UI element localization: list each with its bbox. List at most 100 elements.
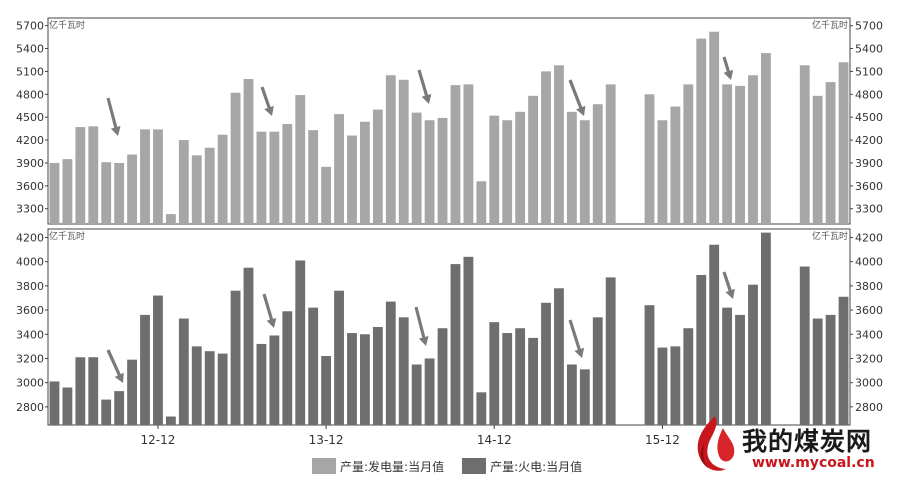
- bar-gen: [334, 114, 344, 224]
- bar-gen: [230, 92, 241, 225]
- bar-thermal: [644, 305, 655, 425]
- bar-gen: [217, 134, 228, 224]
- bar-gen: [165, 214, 176, 224]
- unit-label-left-thermal: 亿千瓦时: [49, 230, 85, 242]
- ytick-label-left-gen: 4500: [16, 111, 44, 124]
- ytick-label-left-gen: 5100: [16, 65, 44, 78]
- bar-thermal: [282, 311, 293, 425]
- bar-gen: [269, 131, 280, 224]
- ytick-label-left-thermal: 3600: [16, 304, 44, 317]
- unit-label-right-thermal: 亿千瓦时: [812, 230, 848, 242]
- bar-gen: [178, 140, 189, 224]
- bar-gen: [398, 79, 409, 224]
- ytick-label-right-thermal: 3800: [855, 280, 883, 293]
- bar-gen: [566, 111, 577, 224]
- bar-thermal: [592, 317, 603, 425]
- xtick-label: 12-12: [141, 433, 176, 447]
- dip-arrow-icon: [568, 319, 585, 358]
- ytick-label-right-gen: 4500: [855, 111, 883, 124]
- ytick-label-right-gen: 4800: [855, 88, 883, 101]
- bar-thermal: [269, 335, 280, 425]
- bottom-panel-thermal: 亿千瓦时 亿千瓦时 2800 2800 3000 3000 3200 3200 3400 3400…: [16, 228, 883, 426]
- xtick-label: 15-12: [645, 433, 680, 447]
- ytick-label-right-thermal: 3000: [855, 377, 883, 390]
- bar-thermal: [398, 317, 409, 425]
- ytick-label-left-gen: 4200: [16, 134, 44, 147]
- bar-thermal: [825, 314, 836, 425]
- bar-thermal: [321, 356, 332, 425]
- ytick-label-left-gen: 4800: [16, 88, 44, 101]
- bar-thermal: [204, 351, 215, 425]
- dip-arrow-icon: [106, 349, 124, 383]
- xtick-label: 13-12: [309, 433, 344, 447]
- plot-frame-thermal: [47, 228, 851, 426]
- bar-thermal: [476, 392, 487, 425]
- ytick-label-right-thermal: 3400: [855, 328, 883, 341]
- bar-thermal: [75, 357, 86, 425]
- bar-thermal: [411, 364, 422, 425]
- bar-gen: [385, 75, 396, 224]
- bar-thermal: [696, 274, 707, 425]
- dip-arrow-icon: [414, 306, 429, 346]
- bar-thermal: [165, 416, 176, 425]
- bar-gen: [592, 104, 603, 224]
- ytick-label-left-thermal: 3000: [16, 377, 44, 390]
- bar-gen: [812, 95, 823, 224]
- ytick-label-left-thermal: 3200: [16, 352, 44, 365]
- bar-gen: [308, 130, 319, 224]
- bar-gen: [204, 147, 215, 224]
- bar-gen: [360, 121, 370, 224]
- bar-thermal: [243, 267, 254, 425]
- bar-thermal: [605, 277, 616, 425]
- ytick-label-left-gen: 3600: [16, 180, 44, 193]
- bar-thermal: [424, 358, 435, 425]
- ytick-label-right-gen: 5400: [855, 43, 883, 56]
- legend-swatch-thermal: [462, 458, 487, 474]
- bar-thermal: [295, 260, 306, 425]
- ytick-label-right-gen: 3600: [855, 180, 883, 193]
- bar-thermal: [437, 328, 448, 425]
- bar-thermal: [541, 302, 551, 425]
- mycoal-watermark: 我的煤炭网 www.mycoal.cn: [690, 414, 895, 476]
- bar-gen: [657, 120, 668, 224]
- bar-thermal: [554, 288, 564, 425]
- bar-gen: [528, 95, 538, 224]
- bar-gen: [541, 71, 551, 224]
- bar-gen: [88, 126, 99, 224]
- ytick-label-left-gen: 3900: [16, 157, 44, 170]
- bar-gen: [476, 181, 487, 224]
- bar-thermal: [127, 359, 137, 425]
- bar-gen: [605, 84, 616, 224]
- bar-thermal: [334, 290, 344, 425]
- ytick-label-right-gen: 3300: [855, 203, 883, 216]
- unit-label-right-gen: 亿千瓦时: [812, 19, 848, 31]
- bar-gen: [153, 129, 163, 224]
- bar-gen: [554, 65, 564, 224]
- bar-gen: [748, 75, 758, 224]
- xtick-label: 14-12: [477, 433, 512, 447]
- ytick-label-left-thermal: 3800: [16, 280, 44, 293]
- bar-gen: [372, 109, 383, 224]
- bar-thermal: [230, 290, 241, 425]
- annotation-arrows: [106, 56, 735, 383]
- legend-label-thermal: 产量:火电:当月值: [490, 459, 583, 474]
- legend-item-generation: 产量:发电量:当月值: [312, 458, 444, 475]
- dip-arrow-icon: [722, 271, 735, 299]
- x-axis: 12-12 13-12 14-12 15-12: [141, 425, 680, 447]
- dip-arrow-icon: [106, 97, 121, 136]
- ytick-label-right-thermal: 2800: [855, 401, 883, 414]
- ytick-label-left-thermal: 3400: [16, 328, 44, 341]
- bar-thermal: [62, 387, 73, 425]
- bar-gen: [502, 120, 513, 224]
- bar-thermal: [670, 346, 681, 425]
- bar-gen: [437, 117, 448, 224]
- ytick-label-left-gen: 5700: [16, 20, 44, 33]
- bar-gen: [838, 62, 849, 224]
- bar-gen: [49, 162, 60, 224]
- bar-thermal: [722, 307, 733, 425]
- top-panel-generation: 亿千瓦时 亿千瓦时 3300 3300 3600 3600 3900 3900 4200 4200…: [16, 17, 883, 225]
- dip-arrow-icon: [417, 69, 432, 104]
- bar-thermal: [838, 296, 849, 425]
- bar-thermal: [709, 244, 720, 425]
- bar-thermal: [191, 346, 202, 425]
